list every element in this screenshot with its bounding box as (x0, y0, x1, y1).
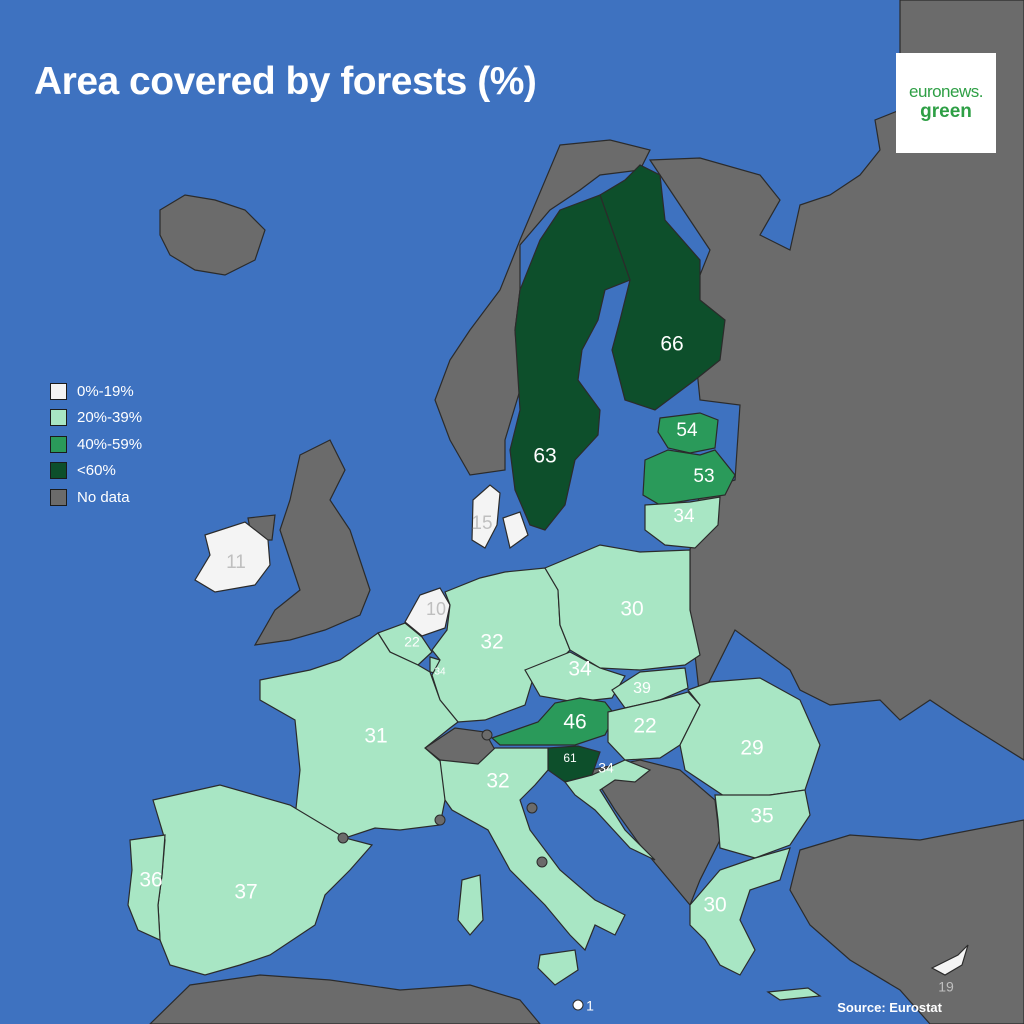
label-malta: 1 (586, 998, 594, 1014)
map-title: Area covered by forests (%) (34, 60, 537, 103)
legend-swatch (50, 382, 67, 400)
logo-line-1: euronews. (909, 82, 983, 101)
north-africa (149, 974, 541, 1024)
legend-label: <60% (77, 462, 116, 480)
anatolia (789, 819, 1024, 1024)
country-italy (439, 747, 626, 952)
country-estonia (657, 412, 719, 454)
euronews-green-logo: euronews. green (896, 53, 996, 153)
label-latvia: 53 (693, 466, 714, 487)
label-denmark: 15 (471, 513, 492, 534)
label-ireland: 11 (226, 552, 246, 573)
legend-label: 20%-39% (77, 409, 143, 427)
sardinia (457, 874, 484, 936)
country-bulgaria (714, 789, 811, 859)
microstate-dots (337, 729, 548, 868)
label-estonia: 54 (676, 420, 698, 441)
label-sweden: 63 (533, 445, 556, 468)
country-finland (599, 164, 726, 411)
country-portugal (127, 834, 166, 941)
legend-item: 40%-59% (50, 431, 142, 458)
label-bulgaria: 35 (750, 805, 773, 828)
no-data-land (149, 0, 1024, 1024)
label-poland: 30 (620, 598, 643, 621)
label-lithuania: 34 (673, 506, 695, 527)
country-denmark (471, 484, 529, 550)
legend-swatch (50, 488, 67, 506)
country-poland (544, 544, 701, 671)
logo-line-2: green (920, 101, 972, 122)
legend-label: 40%-59% (77, 435, 143, 453)
country-croatia (563, 759, 656, 861)
country-cyprus (930, 944, 969, 976)
label-hungary: 22 (633, 715, 656, 738)
label-germany: 32 (480, 631, 503, 654)
source-credit: Source: Eurostat (837, 1000, 942, 1015)
monaco-dot (434, 814, 446, 826)
label-romania: 29 (740, 737, 763, 760)
sicily (537, 949, 579, 986)
label-slovenia: 61 (563, 751, 577, 765)
label-slovakia: 39 (633, 680, 651, 697)
label-austria: 46 (563, 711, 586, 734)
label-cyprus: 19 (938, 979, 954, 995)
legend-swatch (50, 462, 67, 480)
crete (766, 987, 822, 1001)
label-finland: 66 (660, 333, 683, 356)
legend-label: 0%-19% (77, 382, 134, 400)
label-czechia: 34 (568, 658, 592, 681)
iceland (159, 194, 266, 276)
san-marino-dot (526, 802, 538, 814)
label-portugal: 36 (139, 869, 162, 892)
country-france (259, 632, 459, 839)
label-italy: 32 (486, 770, 509, 793)
country-greece (689, 847, 791, 976)
legend-item: No data (50, 484, 142, 511)
liechtenstein-dot (481, 729, 493, 741)
country-latvia (642, 449, 736, 506)
western-balkans (589, 759, 721, 907)
legend-label: No data (77, 488, 130, 506)
malta-dot (572, 999, 584, 1011)
label-croatia: 34 (598, 760, 614, 776)
legend-item: 20%-39% (50, 405, 142, 432)
label-belgium: 22 (404, 634, 420, 650)
value-labels: 66 63 54 53 34 15 11 10 22 34 32 30 34 3… (139, 333, 954, 1014)
country-ireland (194, 521, 271, 593)
great-britain (253, 439, 371, 646)
country-lithuania (644, 496, 721, 549)
legend-swatch (50, 435, 67, 453)
label-netherlands: 10 (426, 599, 446, 619)
andorra-dot (337, 832, 349, 844)
label-spain: 37 (234, 881, 257, 904)
label-luxembourg: 34 (434, 667, 446, 678)
legend: 0%-19% 20%-39% 40%-59% <60% No data (50, 378, 142, 511)
vatican-dot (536, 856, 548, 868)
legend-item: <60% (50, 458, 142, 485)
legend-item: 0%-19% (50, 378, 142, 405)
country-sweden (509, 194, 631, 531)
legend-swatch (50, 409, 67, 427)
label-france: 31 (364, 725, 387, 748)
label-greece: 30 (703, 894, 726, 917)
